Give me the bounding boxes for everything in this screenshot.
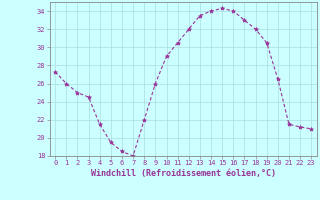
X-axis label: Windchill (Refroidissement éolien,°C): Windchill (Refroidissement éolien,°C): [91, 169, 276, 178]
